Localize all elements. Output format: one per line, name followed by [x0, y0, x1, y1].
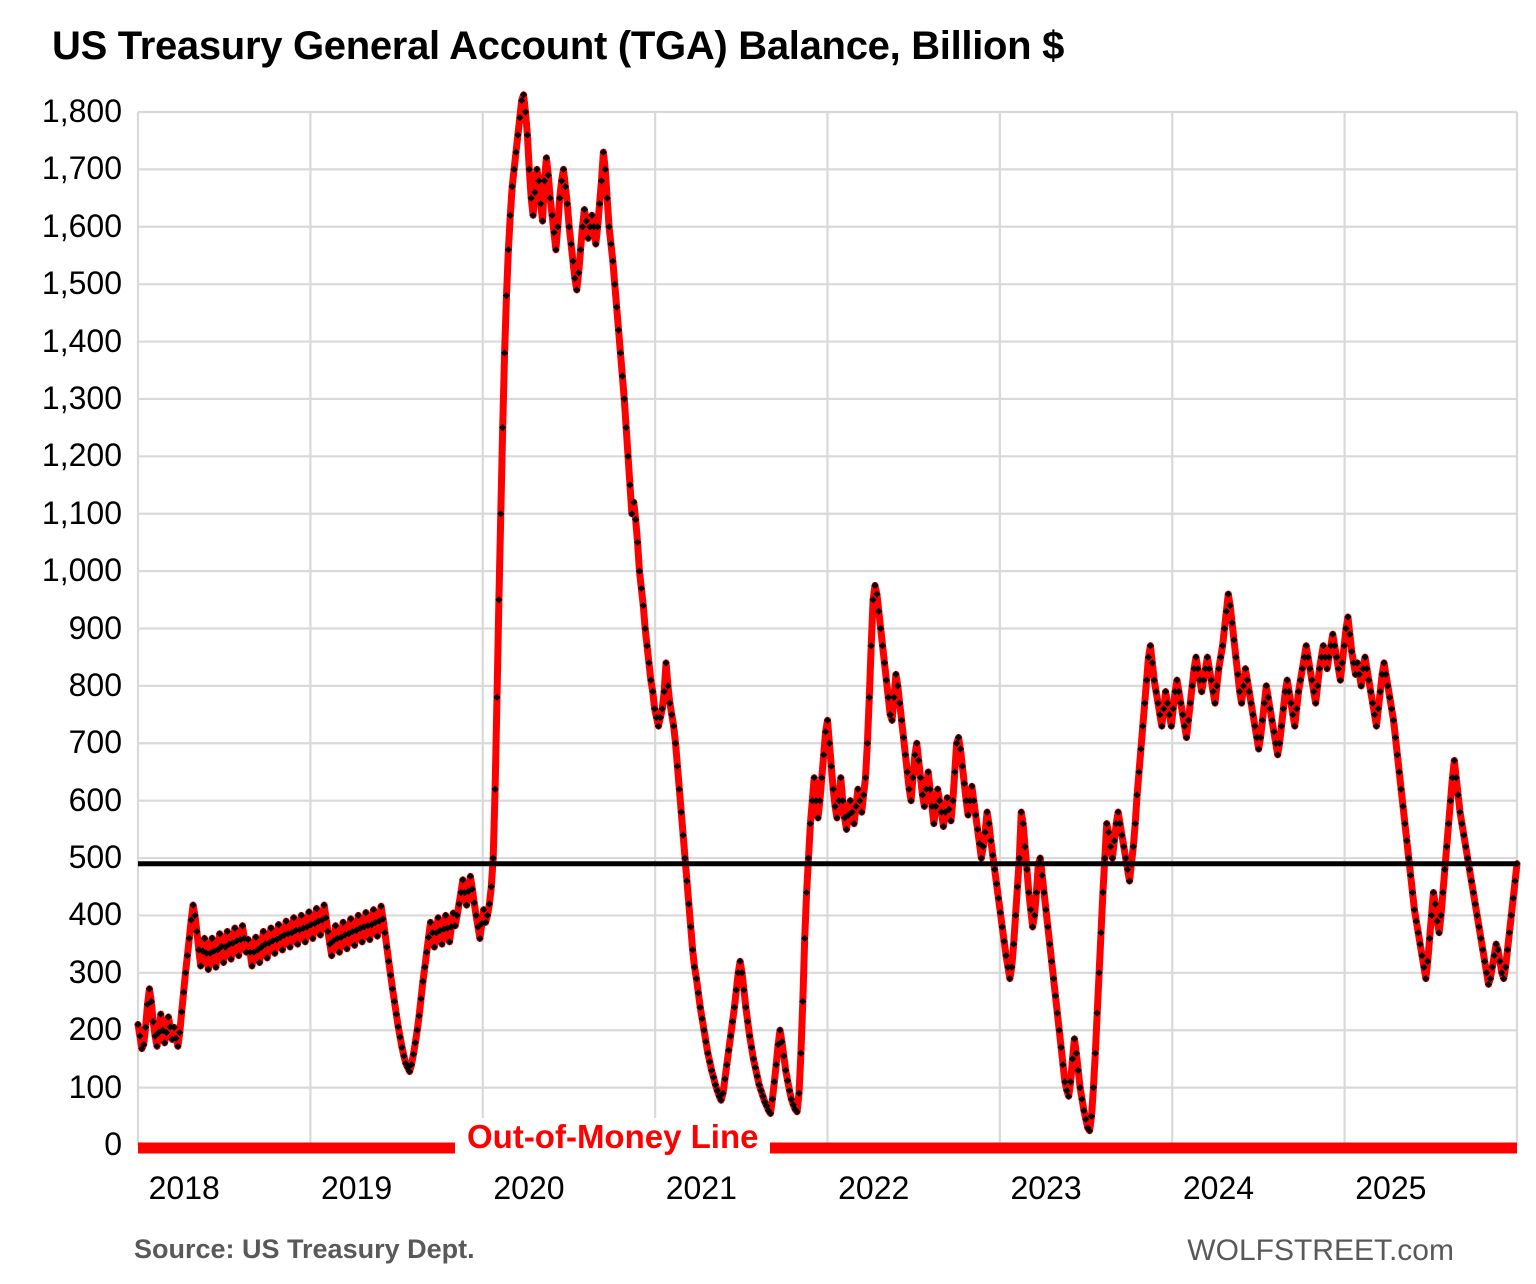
x-axis-tick-2018: 2018	[148, 1170, 220, 1206]
y-axis-tick-1400: 1,400	[41, 322, 122, 359]
y-axis-tick-1100: 1,100	[41, 494, 122, 531]
x-axis-tick-2024: 2024	[1182, 1170, 1255, 1206]
chart-title: US Treasury General Account (TGA) Balanc…	[52, 24, 1065, 68]
y-axis-tick-1600: 1,600	[41, 207, 122, 244]
y-axis-tick-1000: 1,000	[41, 552, 122, 589]
x-axis-tick-2022: 2022	[838, 1170, 910, 1206]
x-axis-tick-2020: 2020	[493, 1170, 565, 1206]
reference-lines-group	[138, 861, 1517, 1154]
y-axis-tick-1700: 1,700	[41, 150, 122, 187]
y-axis-tick-500: 500	[68, 839, 122, 876]
x-axis-tick-2019: 2019	[320, 1170, 393, 1206]
y-axis-tick-1200: 1,200	[41, 437, 122, 474]
x-axis-tick-2025: 2025	[1355, 1170, 1427, 1206]
y-axis-tick-300: 300	[68, 953, 122, 990]
y-axis-tick-0: 0	[104, 1126, 122, 1162]
gridlines-group	[136, 110, 1519, 1146]
x-axis-tick-2021: 2021	[665, 1170, 737, 1206]
y-axis-tick-600: 600	[68, 781, 122, 818]
y-axis-tick-800: 800	[68, 666, 122, 703]
y-axis-tick-1500: 1,500	[41, 265, 122, 302]
out-of-money-line-label: Out-of-Money Line	[455, 1118, 771, 1156]
y-axis-tick-1800: 1,800	[41, 93, 122, 129]
y-axis-tick-100: 100	[68, 1068, 122, 1105]
y-axis-tick-700: 700	[68, 724, 122, 761]
x-axis-tick-labels: 2018 2019 2020 2021 2022 2023 2024 2025	[0, 1172, 1536, 1222]
y-axis-tick-1300: 1,300	[41, 379, 122, 416]
y-axis-tick-200: 200	[68, 1011, 122, 1048]
source-note: Source: US Treasury Dept.	[134, 1234, 475, 1264]
y-axis-tick-labels: 1,800 1,700 1,600 1,500 1,400 1,300 1,200 1,100…	[0, 0, 122, 1284]
y-axis-tick-400: 400	[68, 896, 122, 933]
brand-watermark: WOLFSTREET.com	[1187, 1234, 1454, 1267]
x-axis-tick-2023: 2023	[1010, 1170, 1082, 1206]
y-axis-tick-900: 900	[68, 609, 122, 646]
